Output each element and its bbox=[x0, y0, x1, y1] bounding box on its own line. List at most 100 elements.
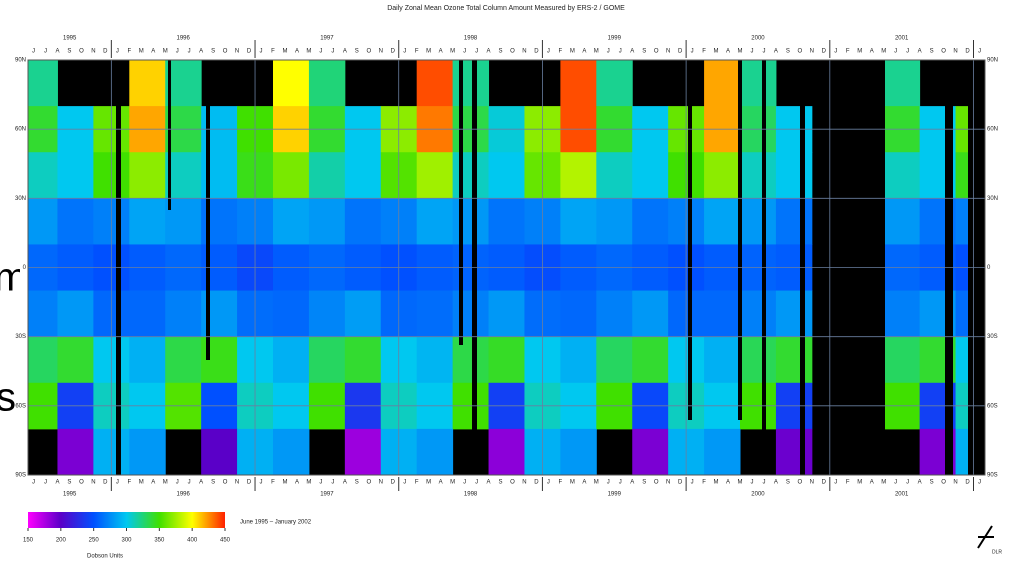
month-label: F bbox=[127, 480, 131, 486]
month-label: D bbox=[247, 480, 252, 486]
chart-title: Daily Zonal Mean Ozone Total Column Amou… bbox=[387, 5, 625, 12]
month-label: N bbox=[810, 49, 814, 55]
month-label: D bbox=[678, 480, 683, 486]
heatmap-cell bbox=[883, 336, 921, 384]
month-label: A bbox=[487, 480, 491, 486]
month-label: A bbox=[343, 480, 347, 486]
heatmap-cell bbox=[704, 198, 741, 245]
heatmap-cell bbox=[740, 290, 777, 338]
heatmap-cell bbox=[632, 290, 669, 338]
month-label: J bbox=[331, 49, 334, 55]
month-label: O bbox=[366, 49, 371, 55]
heatmap-cell bbox=[596, 152, 633, 199]
month-label: M bbox=[570, 49, 575, 55]
month-label: M bbox=[450, 480, 455, 486]
month-label: J bbox=[619, 480, 622, 486]
month-label: J bbox=[607, 480, 610, 486]
month-label: D bbox=[534, 49, 539, 55]
month-label: F bbox=[559, 49, 563, 55]
month-label: J bbox=[906, 49, 909, 55]
month-label: M bbox=[306, 49, 311, 55]
month-label: J bbox=[188, 49, 191, 55]
month-label: D bbox=[822, 480, 827, 486]
heatmap-cell bbox=[129, 336, 166, 384]
month-label: N bbox=[810, 480, 814, 486]
month-label: J bbox=[463, 480, 466, 486]
month-label: M bbox=[450, 49, 455, 55]
heatmap-cell bbox=[308, 290, 346, 338]
heatmap-cell bbox=[308, 60, 346, 107]
month-label: M bbox=[139, 49, 144, 55]
month-label: J bbox=[44, 480, 47, 486]
month-label: M bbox=[570, 480, 575, 486]
month-label: J bbox=[188, 480, 191, 486]
month-label: N bbox=[666, 49, 670, 55]
heatmap-cell bbox=[452, 60, 490, 107]
month-label: F bbox=[559, 480, 563, 486]
month-label: J bbox=[32, 480, 35, 486]
month-label: J bbox=[750, 480, 753, 486]
month-label: N bbox=[235, 49, 239, 55]
heatmap-cell bbox=[272, 290, 310, 338]
heatmap-cell bbox=[416, 290, 454, 338]
heatmap-cell bbox=[596, 60, 633, 107]
month-label: A bbox=[774, 49, 778, 55]
heatmap-cell bbox=[452, 152, 490, 199]
month-label: O bbox=[79, 49, 84, 55]
month-label: D bbox=[103, 480, 108, 486]
month-label: O bbox=[223, 480, 228, 486]
month-label: D bbox=[103, 49, 108, 55]
heatmap-cell bbox=[775, 336, 813, 384]
heatmap-cell bbox=[488, 198, 525, 245]
x-tick-label: 1995 bbox=[63, 492, 77, 498]
month-label: F bbox=[846, 49, 850, 55]
heatmap-cell bbox=[883, 152, 921, 199]
colorbar-tick-label: 150 bbox=[23, 538, 34, 544]
y-tick-label: 90N bbox=[987, 58, 998, 64]
colorbar-tick-label: 450 bbox=[220, 538, 231, 544]
heatmap-cell bbox=[28, 336, 58, 384]
gap-line bbox=[738, 60, 742, 420]
colorbar-label: Dobson Units bbox=[87, 554, 123, 560]
heatmap-cell bbox=[344, 290, 382, 338]
heatmap-cell bbox=[560, 152, 597, 199]
month-label: J bbox=[44, 49, 47, 55]
month-label: J bbox=[32, 49, 35, 55]
month-label: J bbox=[762, 480, 765, 486]
month-label: D bbox=[678, 49, 683, 55]
month-label: M bbox=[857, 480, 862, 486]
month-label: N bbox=[522, 480, 526, 486]
colorbar-tick-label: 300 bbox=[121, 538, 132, 544]
heatmap-cell bbox=[452, 336, 490, 384]
heatmap-cell bbox=[883, 198, 921, 245]
month-label: J bbox=[319, 480, 322, 486]
month-label: A bbox=[199, 49, 203, 55]
month-label: J bbox=[762, 49, 765, 55]
month-label: A bbox=[630, 480, 634, 486]
month-label: S bbox=[355, 480, 359, 486]
month-label: J bbox=[260, 480, 263, 486]
month-label: A bbox=[582, 480, 586, 486]
month-label: A bbox=[487, 49, 491, 55]
month-label: M bbox=[594, 49, 599, 55]
heatmap-cell bbox=[344, 336, 382, 384]
heatmap-cell bbox=[632, 152, 669, 199]
x-tick-label: 1998 bbox=[464, 492, 478, 498]
month-label: J bbox=[906, 480, 909, 486]
heatmap-cell bbox=[165, 60, 202, 107]
heatmap-cell bbox=[704, 290, 741, 338]
month-label: N bbox=[91, 49, 95, 55]
month-label: J bbox=[547, 49, 550, 55]
month-label: J bbox=[176, 49, 179, 55]
month-label: A bbox=[582, 49, 586, 55]
heatmap-cell bbox=[632, 336, 669, 384]
month-label: M bbox=[163, 49, 168, 55]
month-label: A bbox=[439, 480, 443, 486]
y-tick-label: 30N bbox=[15, 196, 26, 202]
month-label: D bbox=[247, 49, 252, 55]
month-label: A bbox=[295, 480, 299, 486]
month-label: J bbox=[116, 480, 119, 486]
month-label: J bbox=[403, 49, 406, 55]
month-label: S bbox=[211, 49, 215, 55]
heatmap-cell bbox=[560, 428, 597, 475]
